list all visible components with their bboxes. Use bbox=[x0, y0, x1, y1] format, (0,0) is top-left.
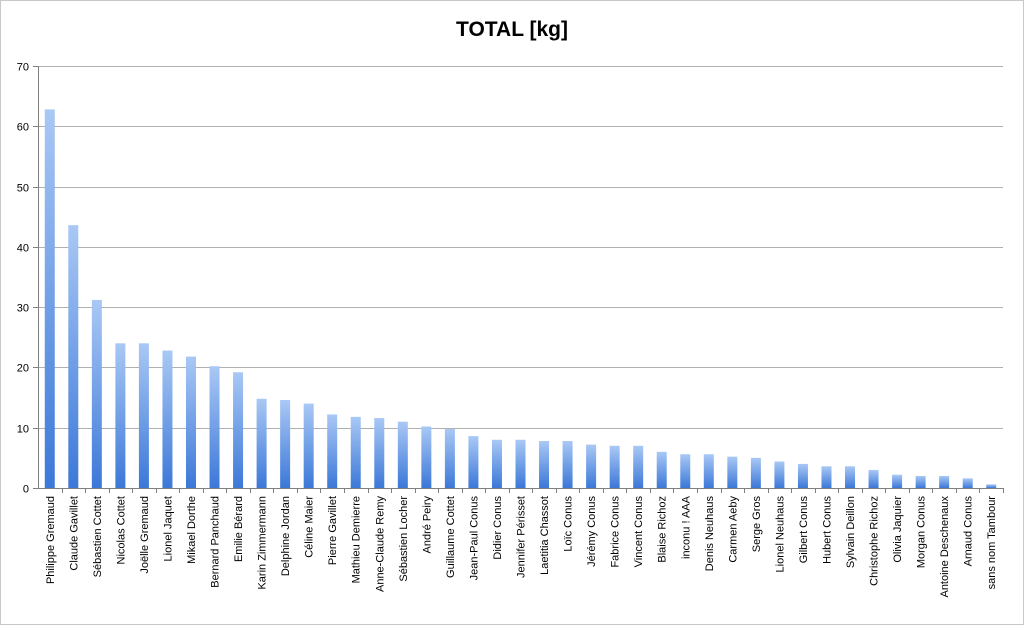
x-tick-label: Arnaud Conus bbox=[963, 496, 975, 567]
x-tick-label: Morgan Conus bbox=[916, 496, 928, 569]
x-tick-label: Gilbert Conus bbox=[798, 496, 810, 564]
bar bbox=[656, 451, 667, 488]
x-tick-label: Antoine Deschenaux bbox=[939, 496, 951, 598]
bar bbox=[162, 350, 173, 488]
chart-title: TOTAL [kg] bbox=[456, 18, 568, 41]
bar bbox=[444, 428, 455, 488]
bar bbox=[44, 109, 55, 488]
bar bbox=[868, 469, 879, 488]
x-tick-label: Christophe Richoz bbox=[869, 496, 881, 586]
bar bbox=[303, 403, 314, 488]
y-tick-label: 40 bbox=[17, 243, 29, 255]
y-tick-label: 30 bbox=[17, 303, 29, 315]
bar bbox=[491, 439, 502, 488]
x-tick-label: Sébastien Locher bbox=[398, 496, 410, 582]
x-tick-label: Lionel Neuhaus bbox=[774, 496, 786, 573]
bar bbox=[633, 445, 644, 488]
x-tick-label: Jérémy Conus bbox=[586, 496, 598, 567]
y-tick-label: 70 bbox=[17, 62, 29, 74]
bar bbox=[586, 444, 597, 488]
x-tick-label: Serge Gros bbox=[751, 496, 763, 553]
x-tick-label: Fabrice Conus bbox=[610, 496, 622, 568]
bar bbox=[468, 436, 479, 488]
bar bbox=[397, 421, 408, 488]
bar bbox=[609, 445, 620, 488]
x-tick-label: Loïc Conus bbox=[563, 496, 575, 552]
x-tick-label: Guillaume Cottet bbox=[445, 496, 457, 578]
bar bbox=[421, 426, 432, 488]
bar bbox=[68, 225, 79, 488]
x-tick-label: Bernard Panchaud bbox=[210, 496, 222, 588]
x-tick-label: André Peiry bbox=[421, 496, 433, 554]
bar bbox=[962, 478, 973, 488]
bar bbox=[515, 439, 526, 488]
bar bbox=[821, 466, 832, 488]
y-tick-label: 50 bbox=[17, 183, 29, 195]
bar bbox=[845, 466, 856, 488]
x-tick-label: Anne-Claude Remy bbox=[374, 496, 386, 592]
bar bbox=[91, 299, 102, 488]
x-tick-label: Laetitia Chassot bbox=[539, 496, 551, 575]
y-tick-label: 0 bbox=[23, 484, 29, 496]
bar bbox=[939, 475, 950, 488]
bar bbox=[327, 414, 338, 488]
bar bbox=[727, 456, 738, 488]
x-tick-label: Claude Gavillet bbox=[68, 496, 80, 571]
x-tick-label: Mikael Dorthe bbox=[186, 496, 198, 564]
x-tick-label: Denis Neuhaus bbox=[704, 496, 716, 572]
bar bbox=[703, 454, 714, 488]
y-tick-label: 20 bbox=[17, 363, 29, 375]
x-tick-label: Mathieu Demierre bbox=[351, 496, 363, 583]
x-tick-label: Jennifer Périsset bbox=[516, 496, 528, 578]
gridlines bbox=[38, 66, 1003, 429]
x-tick-label: Olivia Jaquier bbox=[892, 496, 904, 563]
x-tick-label: Delphine Jordan bbox=[280, 496, 292, 576]
bar bbox=[185, 356, 196, 488]
bar bbox=[374, 418, 385, 488]
axes bbox=[33, 66, 1004, 493]
x-tick-label: Hubert Conus bbox=[821, 496, 833, 564]
bar bbox=[256, 398, 267, 488]
x-tick-label: Nicolas Cottet bbox=[115, 496, 127, 564]
bar bbox=[115, 343, 126, 488]
bar bbox=[233, 372, 244, 488]
bar bbox=[562, 440, 573, 488]
x-tick-label: Pierre Gavillet bbox=[327, 496, 339, 565]
x-tick-label: Vincent Conus bbox=[633, 496, 645, 568]
x-tick-label: Blaise Richoz bbox=[657, 496, 669, 563]
bar bbox=[350, 416, 361, 488]
bar bbox=[774, 461, 785, 488]
x-tick-label: Sylvain Deillon bbox=[845, 496, 857, 568]
bars bbox=[44, 109, 997, 488]
labels: 0 10 20 30 40 50 60 70 Philippe Gremaud Claude Ga… bbox=[17, 62, 998, 598]
x-tick-label: Carmen Aeby bbox=[727, 496, 739, 563]
bar bbox=[797, 463, 808, 488]
x-tick-label: Joëlle Gremaud bbox=[139, 496, 151, 574]
bar bbox=[915, 475, 926, 488]
x-tick-label: Céline Maier bbox=[304, 496, 316, 558]
y-tick-label: 60 bbox=[17, 122, 29, 134]
bar bbox=[892, 474, 903, 488]
bar bbox=[280, 399, 291, 488]
x-tick-label: inconu ! AAA bbox=[680, 495, 692, 559]
x-tick-label: Emilie Bérard bbox=[233, 496, 245, 562]
x-tick-label: Jean-Paul Conus bbox=[468, 496, 480, 581]
x-tick-label: sans nom Tambour bbox=[986, 496, 998, 590]
x-tick-label: Philippe Gremaud bbox=[45, 496, 57, 584]
x-tick-label: Sébastien Cottet bbox=[92, 496, 104, 577]
x-tick-label: Karin Zimmermann bbox=[257, 496, 269, 590]
x-tick-label: Didier Conus bbox=[492, 496, 504, 560]
bar bbox=[209, 366, 220, 488]
x-tick-label: Lionel Jaquet bbox=[162, 496, 174, 561]
bar bbox=[680, 454, 691, 488]
bar bbox=[138, 343, 149, 488]
bar bbox=[539, 440, 550, 488]
bar bbox=[986, 484, 997, 488]
y-tick-label: 10 bbox=[17, 424, 29, 436]
bar bbox=[750, 457, 761, 488]
